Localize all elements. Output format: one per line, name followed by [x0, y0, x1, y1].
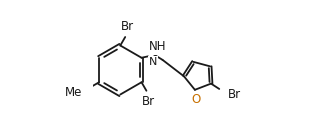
- Text: Br: Br: [121, 20, 134, 33]
- Text: NH: NH: [149, 40, 166, 53]
- Text: H: H: [150, 44, 158, 54]
- Text: N: N: [149, 57, 157, 67]
- Text: Me: Me: [65, 86, 82, 99]
- Text: Br: Br: [142, 95, 156, 108]
- Text: Br: Br: [228, 88, 241, 101]
- Text: O: O: [191, 93, 200, 106]
